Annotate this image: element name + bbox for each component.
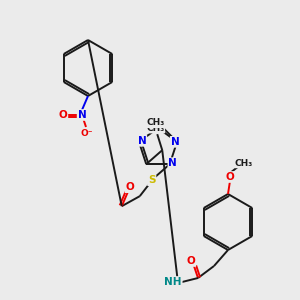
Text: NH: NH [164, 277, 182, 287]
Text: O: O [125, 182, 134, 192]
Text: O: O [58, 110, 68, 120]
Text: O: O [226, 172, 234, 182]
Text: CH₃: CH₃ [146, 124, 164, 133]
Text: N: N [168, 158, 177, 168]
Text: CH₃: CH₃ [235, 158, 253, 167]
Text: S: S [148, 175, 155, 185]
Text: N: N [171, 137, 179, 147]
Text: N: N [138, 136, 146, 146]
Text: O⁻: O⁻ [81, 128, 93, 137]
Text: N: N [154, 120, 162, 130]
Text: CH₃: CH₃ [147, 118, 165, 127]
Text: O: O [187, 256, 195, 266]
Text: N: N [78, 110, 86, 120]
